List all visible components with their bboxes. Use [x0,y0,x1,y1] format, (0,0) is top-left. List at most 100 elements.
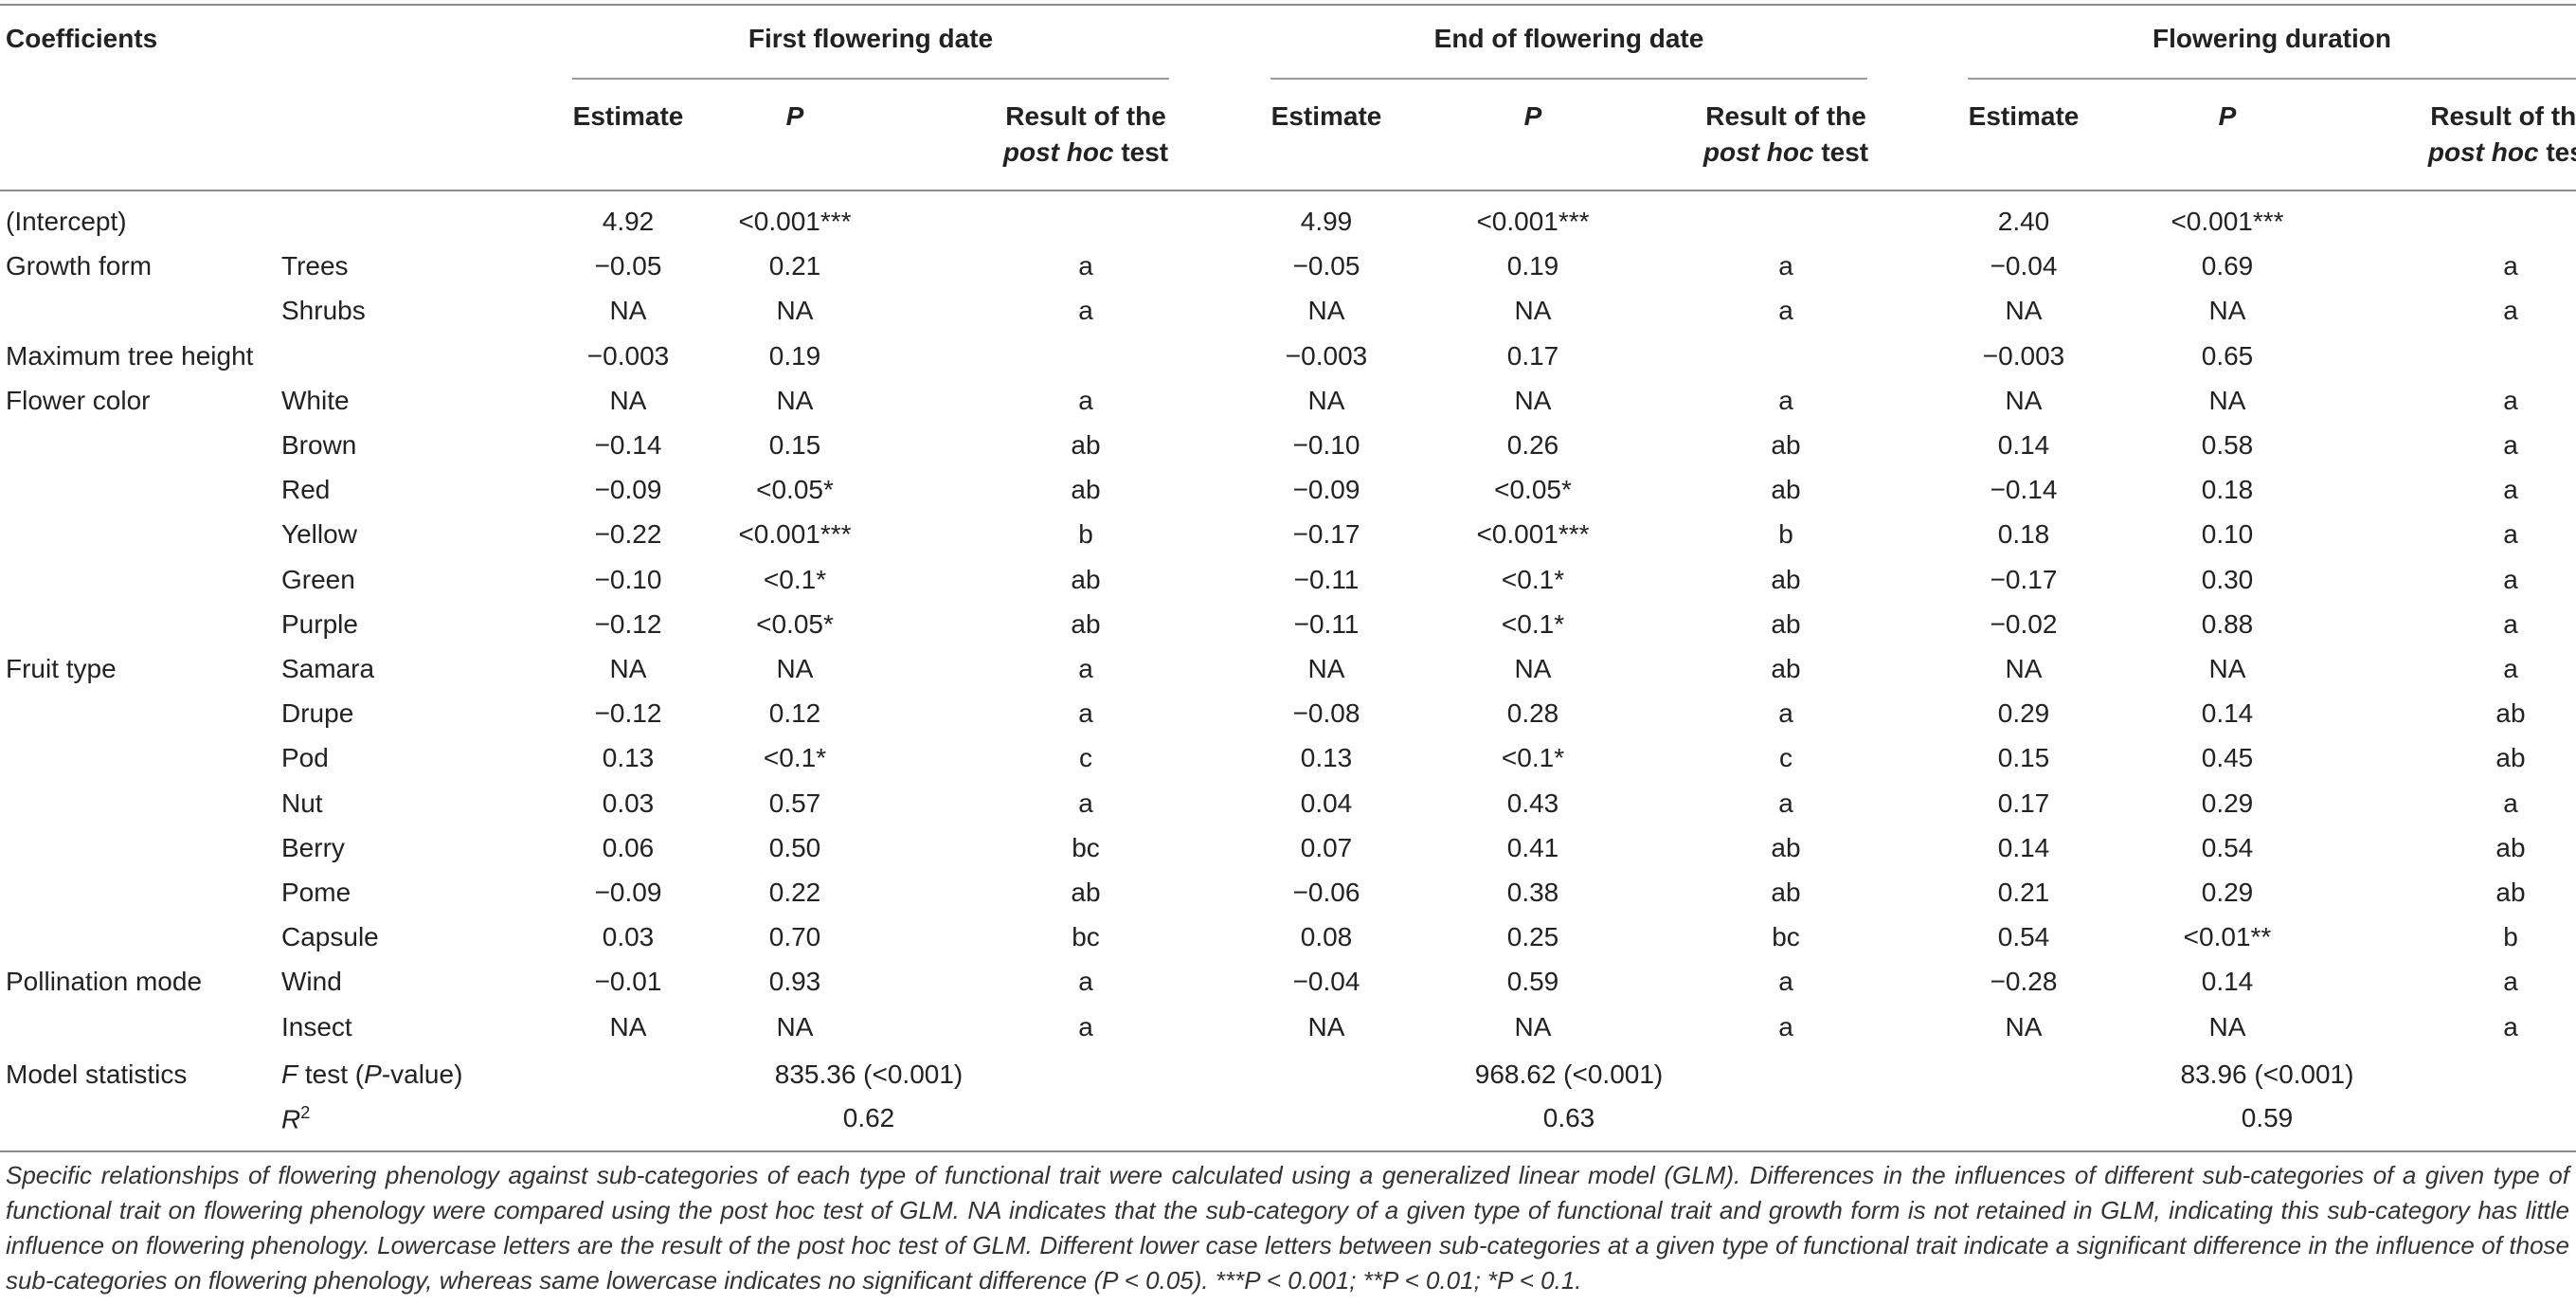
posthoc-result-cell: a [2503,788,2518,818]
estimate-cell: NA [2005,1012,2043,1041]
posthoc-result-cell: ab [1071,609,1101,639]
estimate-cell: 0.29 [1997,698,2050,728]
estimate-cell: 0.14 [1997,430,2050,460]
estimate-header-first: Estimate [572,101,684,131]
p-value-cell: 0.21 [768,251,821,281]
posthoc-result-cell: bc [1772,922,1800,951]
p-value-cell: 0.14 [2201,698,2254,728]
p-value-cell: 0.18 [2201,475,2254,504]
row-category: Flower color [6,386,151,415]
p-value-cell: 0.19 [768,341,821,371]
p-value-cell: <0.1* [763,743,827,772]
posthoc-result-cell: a [1778,296,1793,325]
table-footnote: Specific relationships of flowering phen… [6,1161,2569,1295]
table-bottom-rule [0,1150,2576,1152]
estimate-cell: −0.09 [594,878,662,907]
posthoc-result-cell: a [1078,251,1093,281]
p-value-cell: <0.1* [1501,565,1565,594]
estimate-cell: NA [1307,654,1345,683]
p-value-cell: NA [776,1012,814,1041]
posthoc-result-cell: b [1078,519,1093,549]
posthoc-result-cell: ab [1771,475,1801,504]
p-value-cell: 0.70 [768,922,821,951]
posthoc-result-cell: a [2503,654,2518,683]
p-value-cell: 0.15 [768,430,821,460]
posthoc-result-cell: c [1779,743,1792,772]
posthoc-result-cell: a [2503,1012,2518,1041]
posthoc-result-cell: ab [2495,833,2526,862]
row-subcategory: Wind [281,967,342,996]
p-value-cell: <0.1* [763,565,827,594]
row-subcategory: Insect [281,1012,352,1041]
estimate-cell: −0.10 [1292,430,1360,460]
p-value-cell: 0.30 [2201,565,2254,594]
row-subcategory: Pome [281,878,351,907]
estimate-cell: −0.003 [1285,341,1368,371]
p-value-cell: 0.88 [2201,609,2254,639]
estimate-cell: −0.17 [1292,519,1360,549]
p-value-cell: 0.43 [1506,788,1559,818]
posthoc-result-cell: ab [2495,878,2526,907]
f-value-first: 835.36 (<0.001) [774,1060,964,1089]
posthoc-result-cell: a [2503,967,2518,996]
result-header-first: Result of the post hoc test [1003,99,1168,171]
p-value-cell: 0.12 [768,698,821,728]
posthoc-result-cell: ab [1771,565,1801,594]
estimate-cell: 0.21 [1997,878,2050,907]
estimate-cell: −0.22 [594,519,662,549]
estimate-cell: −0.17 [1990,565,2058,594]
estimate-cell: 4.92 [602,207,655,236]
row-subcategory: Red [281,475,331,504]
estimate-cell: −0.14 [1990,475,2058,504]
model-statistics-label: Model statistics [6,1060,188,1089]
p-value-cell: NA [2208,296,2246,325]
estimate-cell: −0.003 [1982,341,2065,371]
p-value-cell: <0.1* [1501,743,1565,772]
group-underline-first-flowering [572,78,1169,80]
posthoc-result-cell: bc [1072,922,1100,951]
estimate-cell: 0.17 [1997,788,2050,818]
estimate-cell: −0.04 [1292,967,1360,996]
r2-value-duration: 0.59 [2241,1103,2294,1132]
row-subcategory: Yellow [281,519,357,549]
coefficients-header: Coefficients [6,24,158,53]
row-subcategory: Purple [281,609,358,639]
row-category: (Intercept) [6,207,127,236]
estimate-cell: −0.10 [594,565,662,594]
estimate-cell: −0.12 [594,609,662,639]
posthoc-result-cell: ab [1071,475,1101,504]
p-value-cell: <0.001*** [738,519,852,549]
p-header-end: P [1523,101,1542,131]
estimate-cell: NA [2005,654,2043,683]
estimate-cell: −0.14 [594,430,662,460]
p-value-cell: 0.54 [2201,833,2254,862]
posthoc-result-cell: a [2503,475,2518,504]
posthoc-result-cell: b [2503,922,2518,951]
estimate-cell: 0.15 [1997,743,2050,772]
p-value-cell: 0.93 [768,967,821,996]
p-value-cell: 0.14 [2201,967,2254,996]
top-rule [0,4,2576,6]
p-value-cell: 0.10 [2201,519,2254,549]
p-value-cell: 0.69 [2201,251,2254,281]
posthoc-result-cell: ab [2495,698,2526,728]
posthoc-result-cell: ab [1071,430,1101,460]
row-subcategory: White [281,386,350,415]
f-value-end: 968.62 (<0.001) [1474,1060,1664,1089]
row-subcategory: Trees [281,251,349,281]
posthoc-result-cell: a [1078,967,1093,996]
estimate-cell: NA [1307,1012,1345,1041]
posthoc-result-cell: a [1778,967,1793,996]
estimate-cell: −0.06 [1292,878,1360,907]
posthoc-result-cell: a [1078,788,1093,818]
estimate-cell: 0.03 [602,788,655,818]
estimate-cell: 0.06 [602,833,655,862]
p-value-cell: <0.1* [1501,609,1565,639]
estimate-cell: 0.07 [1300,833,1353,862]
p-value-cell: 0.58 [2201,430,2254,460]
posthoc-result-cell: ab [1771,430,1801,460]
p-value-cell: NA [2208,1012,2246,1041]
estimate-cell: 4.99 [1300,207,1353,236]
estimate-header-duration: Estimate [1968,101,2080,131]
row-subcategory: Pod [281,743,329,772]
